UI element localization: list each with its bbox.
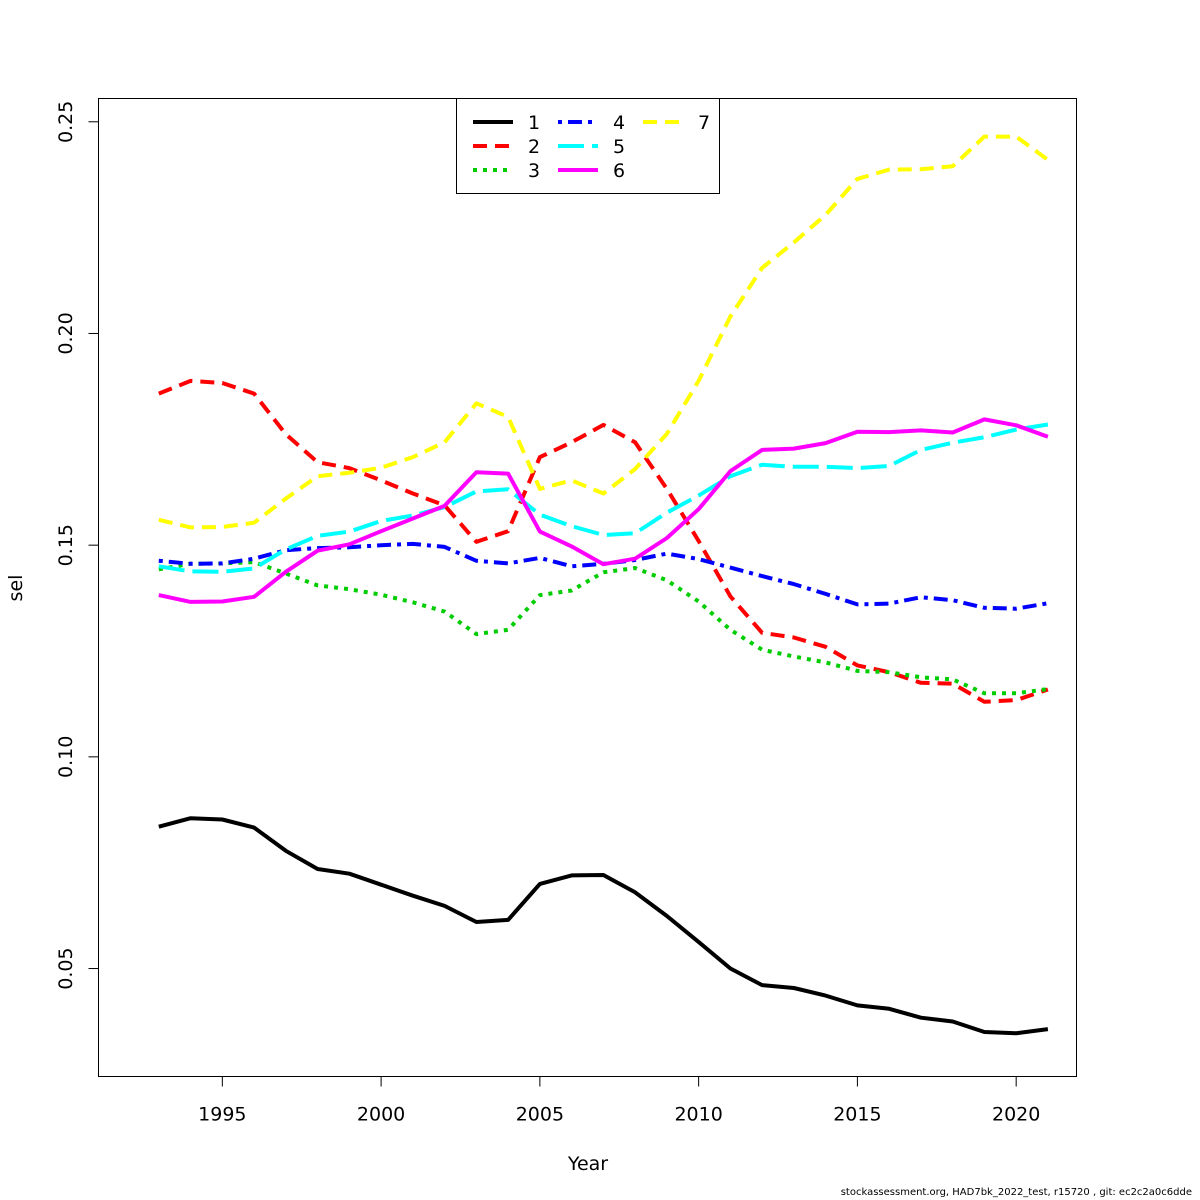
plot-frame xyxy=(98,98,1077,1077)
series-1-line xyxy=(158,816,1049,1036)
legend-label-5: 5 xyxy=(613,136,625,158)
legend-label-6: 6 xyxy=(613,160,625,182)
legend-label-4: 4 xyxy=(613,112,625,134)
legend-label-2: 2 xyxy=(528,136,540,158)
y-axis-label: sel xyxy=(5,575,27,602)
legend: 123 456 7 xyxy=(456,98,720,194)
x-axis-label: Year xyxy=(567,1153,608,1175)
series-7-line xyxy=(158,134,1050,530)
x-tick-label: 2020 xyxy=(992,1104,1040,1126)
y-tick-label: 0.15 xyxy=(55,524,77,566)
x-axis: 1995 2000 2005 2010 2015 2020 xyxy=(198,1076,1040,1126)
x-tick-label: 2005 xyxy=(516,1104,564,1126)
series-5-line xyxy=(158,422,1049,574)
y-tick-label: 0.10 xyxy=(55,736,77,778)
legend-label-7: 7 xyxy=(698,112,710,134)
legend-label-3: 3 xyxy=(528,160,540,182)
legend-label-1: 1 xyxy=(528,112,540,134)
series-3-line xyxy=(158,560,1049,696)
x-tick-label: 2015 xyxy=(833,1104,881,1126)
x-tick-label: 2000 xyxy=(357,1104,405,1126)
footer-note: stockassessment.org, HAD7bk_2022_test, r… xyxy=(840,1187,1192,1198)
x-tick-label: 1995 xyxy=(198,1104,246,1126)
y-tick-label: 0.25 xyxy=(55,101,77,143)
y-tick-label: 0.20 xyxy=(55,312,77,354)
y-tick-label: 0.05 xyxy=(55,947,77,989)
y-axis: 0.05 0.10 0.15 0.20 0.25 xyxy=(55,101,99,990)
x-tick-label: 2010 xyxy=(674,1104,722,1126)
series-4-line xyxy=(158,541,1049,611)
series-2-line xyxy=(158,378,1049,704)
series-6-line xyxy=(158,417,1049,604)
series-layer xyxy=(158,134,1050,1036)
